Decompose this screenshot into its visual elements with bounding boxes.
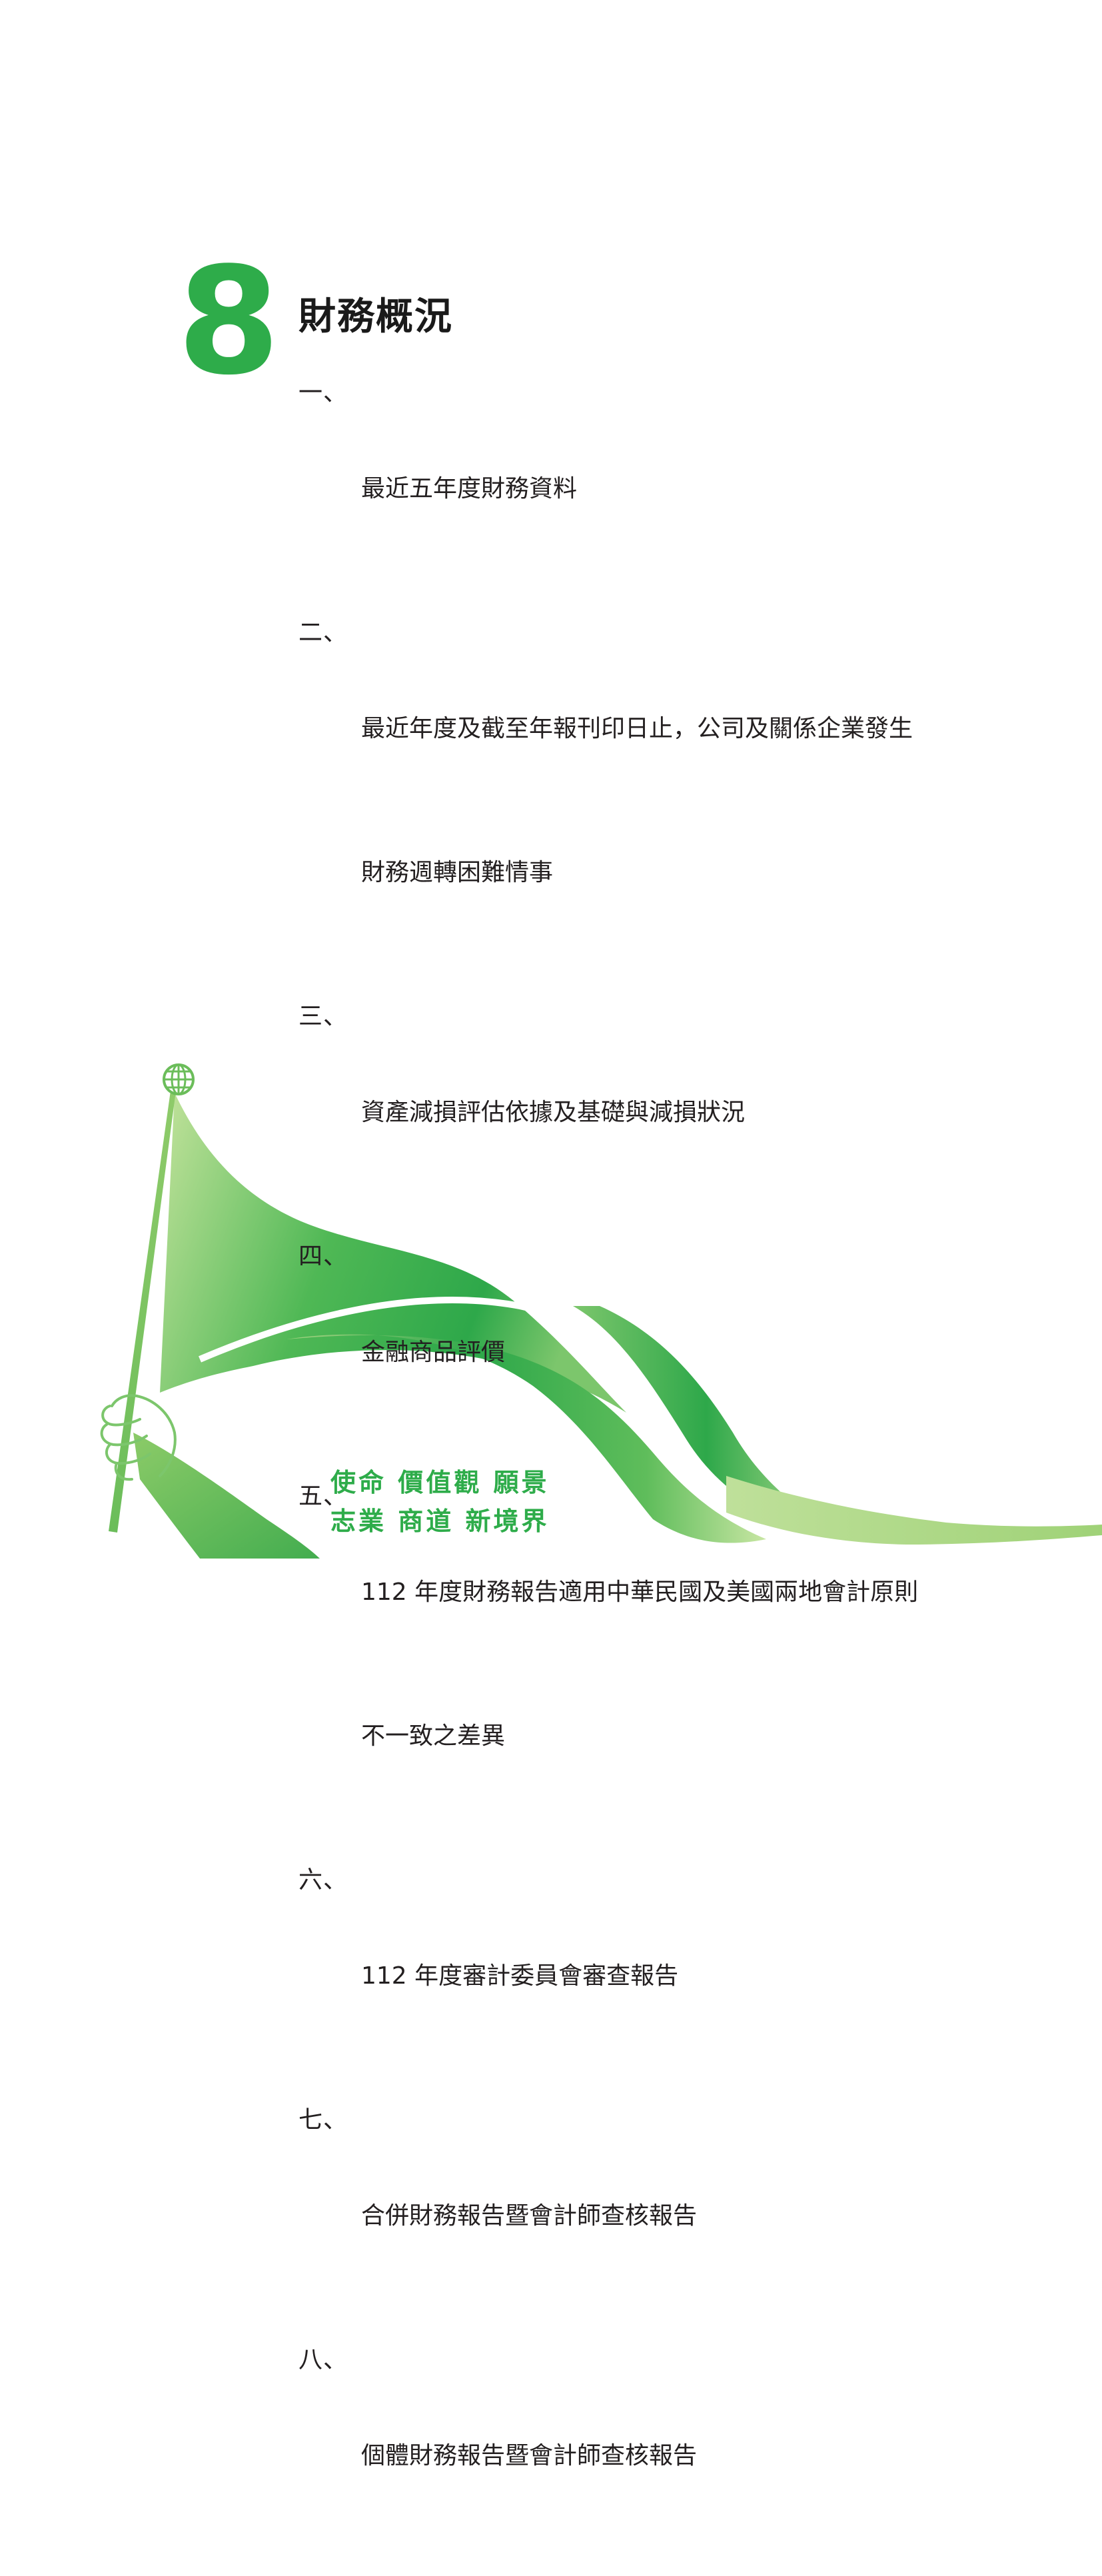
- toc-item-line: 最近五年度財務資料: [361, 475, 578, 502]
- toc-item: 八、 個體財務報告暨會計師查核報告: [298, 2336, 965, 2576]
- toc-item-number: 一、: [298, 379, 348, 406]
- toc-item-line: 個體財務報告暨會計師查核報告: [361, 2442, 698, 2469]
- page: { "chapter": { "number": "8", "title": "…: [100, 236, 1102, 2469]
- toc-item-line: 資產減損評估依據及基礎與減損狀況: [361, 1099, 746, 1126]
- hand-illustration: [100, 1394, 177, 1481]
- toc-item-text: 合併財務報告暨會計師查核報告: [361, 2096, 965, 2336]
- toc-item-line: 112 年度審計委員會審查報告: [361, 1962, 679, 1990]
- toc-item: 七、 合併財務報告暨會計師查核報告: [298, 2096, 965, 2336]
- toc-item: 三、 資產減損評估依據及基礎與減損狀況: [298, 993, 965, 1233]
- toc-item-text: 112 年度審計委員會審查報告: [361, 1856, 965, 2096]
- flag-illustration: [100, 1063, 1102, 1559]
- globe-icon: [163, 1063, 195, 1095]
- toc-item-number: 三、: [298, 1003, 348, 1030]
- chapter-number: 8: [177, 236, 280, 408]
- chapter-title: 財務概況: [298, 295, 453, 338]
- toc-item-text: 個體財務報告暨會計師查核報告: [361, 2336, 965, 2576]
- slogan-line-2: 志業 商道 新境界: [330, 1507, 550, 1536]
- toc-item-text: 資產減損評估依據及基礎與減損狀況: [361, 993, 965, 1233]
- toc-item-line: 最近年度及截至年報刊印日止，公司及關係企業發生: [361, 715, 913, 742]
- toc-item-text: 金融商品評價: [361, 1233, 965, 1473]
- toc-item: 二、 最近年度及截至年報刊印日止，公司及關係企業發生 財務週轉困難情事: [298, 609, 965, 993]
- toc-item-text: 最近五年度財務資料: [361, 369, 965, 609]
- toc-item-line: 財務週轉困難情事: [361, 859, 554, 886]
- toc-item: 一、 最近五年度財務資料: [298, 369, 965, 609]
- toc-item: 六、 112 年度審計委員會審查報告: [298, 1856, 965, 2096]
- toc-item-number: 四、: [298, 1243, 348, 1270]
- toc-item-number: 五、: [298, 1483, 348, 1510]
- slogan: 使命 價值觀 願景 志業 商道 新境界: [330, 1463, 549, 1541]
- toc-item-line: 合併財務報告暨會計師查核報告: [361, 2202, 698, 2230]
- toc-item-number: 六、: [298, 1866, 348, 1894]
- toc-item-line: 112 年度財務報告適用中華民國及美國兩地會計原則: [361, 1579, 919, 1606]
- toc-item-line: 不一致之差異: [361, 1722, 506, 1750]
- toc-item: 四、 金融商品評價: [298, 1233, 965, 1473]
- toc-item-text: 最近年度及截至年報刊印日止，公司及關係企業發生 財務週轉困難情事: [361, 609, 965, 993]
- toc-item-number: 七、: [298, 2106, 348, 2134]
- slogan-line-1: 使命 價值觀 願景: [330, 1468, 550, 1497]
- toc-item-number: 八、: [298, 2346, 348, 2373]
- toc-item-number: 二、: [298, 619, 348, 646]
- toc-item-line: 金融商品評價: [361, 1339, 506, 1366]
